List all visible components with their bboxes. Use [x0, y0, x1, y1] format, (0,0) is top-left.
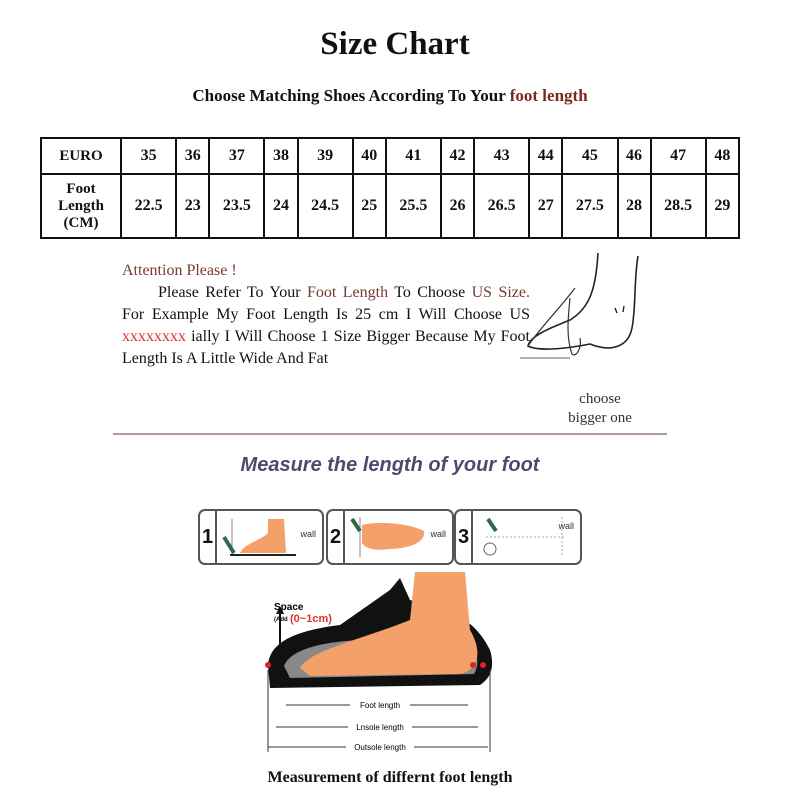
euro-size-cell: 46 — [616, 137, 652, 175]
wall-label: wall — [558, 521, 574, 531]
insole-length-label: Lnsole length — [356, 723, 404, 732]
divider — [113, 433, 667, 435]
page-title: Size Chart — [320, 26, 470, 62]
foot-length-cell: 23.5 — [208, 173, 266, 239]
foot-length-cell: 25.5 — [384, 173, 442, 239]
shoe-cross-section-diagram: Foot length Lnsole length Outsole length… — [265, 572, 493, 752]
note-highlight: Foot Length — [307, 284, 389, 301]
foot-length-cell: 24 — [263, 173, 299, 239]
wall-label: wall — [430, 529, 446, 539]
header-line: Foot — [66, 180, 96, 197]
space-range-label: (0~1cm) — [290, 613, 332, 625]
euro-size-cell: 41 — [384, 137, 442, 175]
foot-top-icon — [350, 517, 425, 557]
foot-length-header: Foot Length (CM) — [40, 173, 122, 239]
foot-length-cell: 23 — [175, 173, 211, 239]
euro-row: EURO 35 36 37 38 39 40 41 42 43 44 45 46 47 48 — [40, 137, 741, 175]
step-1-panel: 1 wall — [198, 509, 324, 565]
header-line: Length — [58, 197, 104, 214]
step-number: 3 — [456, 511, 473, 563]
choose-bigger-note: choose bigger one — [560, 390, 640, 428]
euro-size-cell: 44 — [528, 137, 564, 175]
note-text: For Example My Foot Length Is 25 cm I Wi… — [122, 306, 530, 323]
euro-size-cell: 43 — [473, 137, 531, 175]
outsole-length-label: Outsole length — [354, 743, 406, 752]
step-number: 1 — [200, 511, 217, 563]
header-line: (CM) — [63, 214, 99, 231]
space-add-label: (Add — [274, 617, 288, 623]
foot-length-row: Foot Length (CM) 22.5 23 23.5 24 24.5 25 25.5 2… — [40, 173, 741, 239]
euro-size-cell: 47 — [649, 137, 707, 175]
step-2-panel: 2 wall — [326, 509, 454, 565]
space-label: Space — [274, 602, 304, 613]
note-redacted: xxxxxxxx — [122, 328, 186, 345]
foot-length-cell: 27 — [528, 173, 564, 239]
euro-header: EURO — [40, 137, 122, 175]
foot-sketch-icon — [520, 252, 639, 359]
attention-heading: Attention Please ! — [122, 262, 237, 279]
note-text: ially I Will Choose 1 Size Bigger Becaus… — [122, 328, 530, 367]
euro-size-cell: 39 — [296, 137, 354, 175]
note-highlight: US Size. — [471, 284, 531, 301]
euro-size-cell: 48 — [704, 137, 741, 175]
size-table: EURO 35 36 37 38 39 40 41 42 43 44 45 46 47 48 Foot L… — [40, 137, 741, 239]
note-line: bigger one — [568, 410, 632, 426]
subtitle: Choose Matching Shoes According To Your … — [0, 86, 780, 106]
wall-label: wall — [300, 529, 316, 539]
euro-size-cell: 38 — [263, 137, 299, 175]
caption: Measurement of differnt foot length — [267, 769, 513, 786]
euro-size-cell: 35 — [119, 137, 178, 175]
step-3-panel: 3 wall — [454, 509, 582, 565]
foot-length-cell: 27.5 — [561, 173, 619, 239]
foot-length-cell: 29 — [704, 173, 741, 239]
foot-length-cell: 28 — [616, 173, 652, 239]
note-text: Please Refer To Your — [158, 284, 301, 301]
measure-line-icon — [483, 517, 566, 557]
foot-length-cell: 25 — [351, 173, 387, 239]
foot-length-cell: 26 — [439, 173, 476, 239]
subtitle-text: Choose Matching Shoes According To Your — [192, 86, 506, 105]
note-line: choose — [579, 391, 621, 407]
foot-length-cell: 28.5 — [649, 173, 707, 239]
euro-size-cell: 37 — [208, 137, 266, 175]
foot-side-icon — [222, 519, 296, 556]
measure-heading: Measure the length of your foot — [240, 454, 540, 476]
euro-size-cell: 40 — [351, 137, 387, 175]
euro-size-cell: 45 — [561, 137, 619, 175]
euro-size-cell: 36 — [175, 137, 211, 175]
step-number: 2 — [328, 511, 345, 563]
foot-length-label: Foot length — [360, 701, 400, 710]
foot-length-cell: 26.5 — [473, 173, 531, 239]
subtitle-highlight: foot length — [509, 86, 588, 105]
foot-length-cell: 22.5 — [119, 173, 178, 239]
note-text: To Choose — [394, 284, 466, 301]
foot-length-cell: 24.5 — [296, 173, 354, 239]
euro-size-cell: 42 — [439, 137, 476, 175]
attention-note: Attention Please ! Please Refer To Your … — [122, 260, 530, 370]
